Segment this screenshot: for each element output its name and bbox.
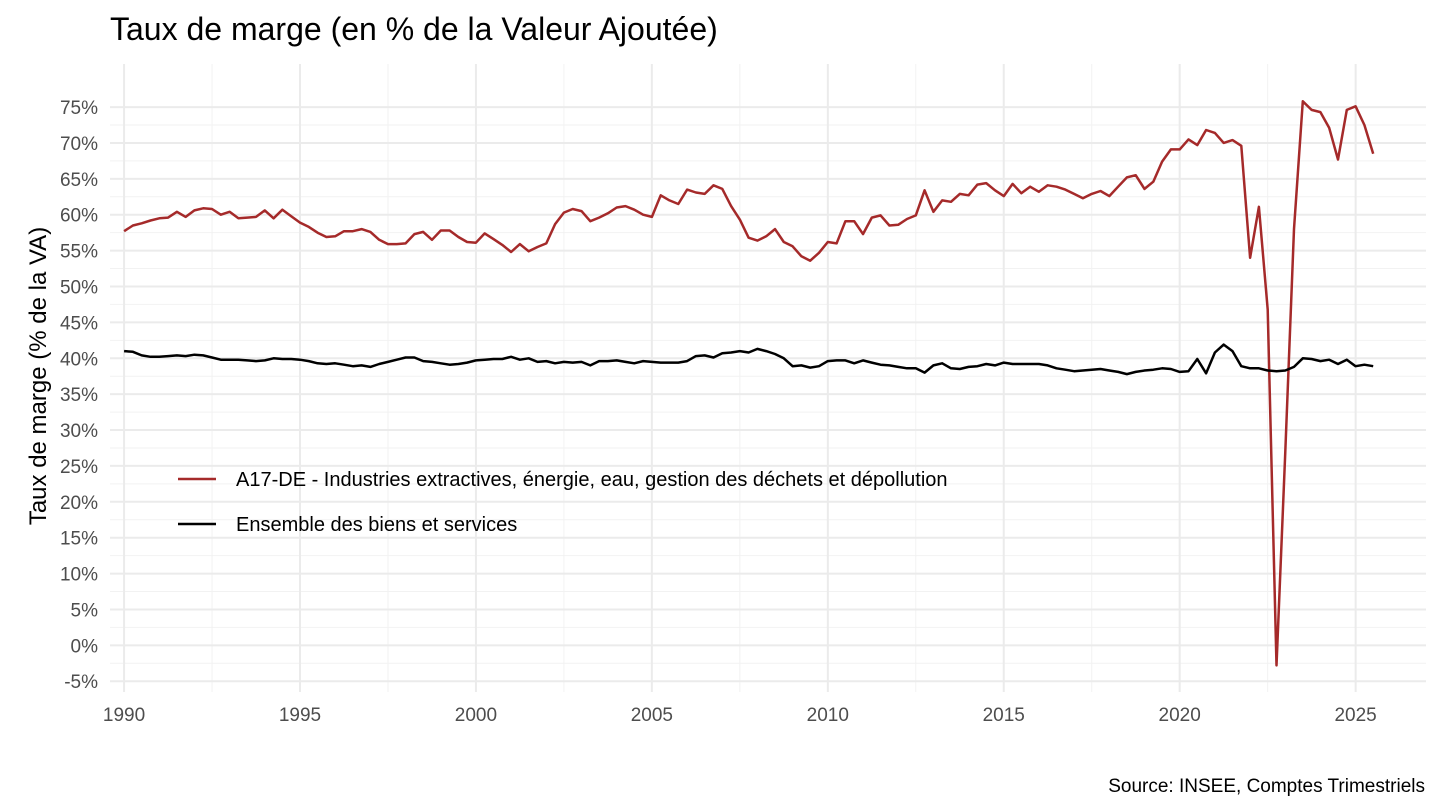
y-axis-ticks: -5% 0% 5% 10% 15% 20% 25% 30% 35% 40% 45% 50% 55% 60%…	[60, 98, 98, 693]
y-tick-label: 60%	[60, 206, 98, 227]
x-tick-label: 2000	[455, 705, 497, 726]
series-line-ensemble	[124, 343, 1374, 376]
source-caption: Source: INSEE, Comptes Trimestriels	[1108, 776, 1425, 797]
chart-title: Taux de marge (en % de la Valeur Ajoutée…	[110, 11, 718, 47]
x-tick-label: 2010	[807, 705, 849, 726]
y-tick-label: 55%	[60, 242, 98, 263]
y-tick-label: 15%	[60, 529, 98, 550]
x-tick-label: 1990	[103, 705, 145, 726]
y-tick-label: -5%	[64, 672, 98, 693]
x-axis-ticks: 1990 1995 2000 2005 2010 2015 2020 2025	[103, 705, 1377, 726]
y-tick-label: 70%	[60, 134, 98, 155]
legend-label-a17de: A17-DE - Industries extractives, énergie…	[236, 469, 948, 491]
series-line-a17de	[123, 100, 1375, 667]
y-tick-label: 0%	[71, 636, 99, 657]
y-tick-label: 10%	[60, 565, 98, 586]
y-axis-label: Taux de marge (% de la VA)	[25, 227, 52, 525]
x-tick-label: 2025	[1334, 705, 1376, 726]
y-tick-label: 65%	[60, 170, 98, 191]
y-tick-label: 20%	[60, 493, 98, 514]
y-tick-label: 5%	[71, 600, 99, 621]
x-tick-label: 2020	[1159, 705, 1201, 726]
grid	[110, 64, 1426, 692]
series-lines	[123, 100, 1375, 667]
y-tick-label: 75%	[60, 98, 98, 119]
y-tick-label: 45%	[60, 313, 98, 334]
x-tick-label: 2005	[631, 705, 673, 726]
y-tick-label: 30%	[60, 421, 98, 442]
y-tick-label: 40%	[60, 349, 98, 370]
legend-label-ensemble: Ensemble des biens et services	[236, 514, 517, 536]
legend: A17-DE - Industries extractives, énergie…	[178, 469, 948, 536]
y-tick-label: 50%	[60, 277, 98, 298]
y-tick-label: 25%	[60, 457, 98, 478]
x-tick-label: 1995	[279, 705, 321, 726]
y-tick-label: 35%	[60, 385, 98, 406]
x-tick-label: 2015	[983, 705, 1025, 726]
